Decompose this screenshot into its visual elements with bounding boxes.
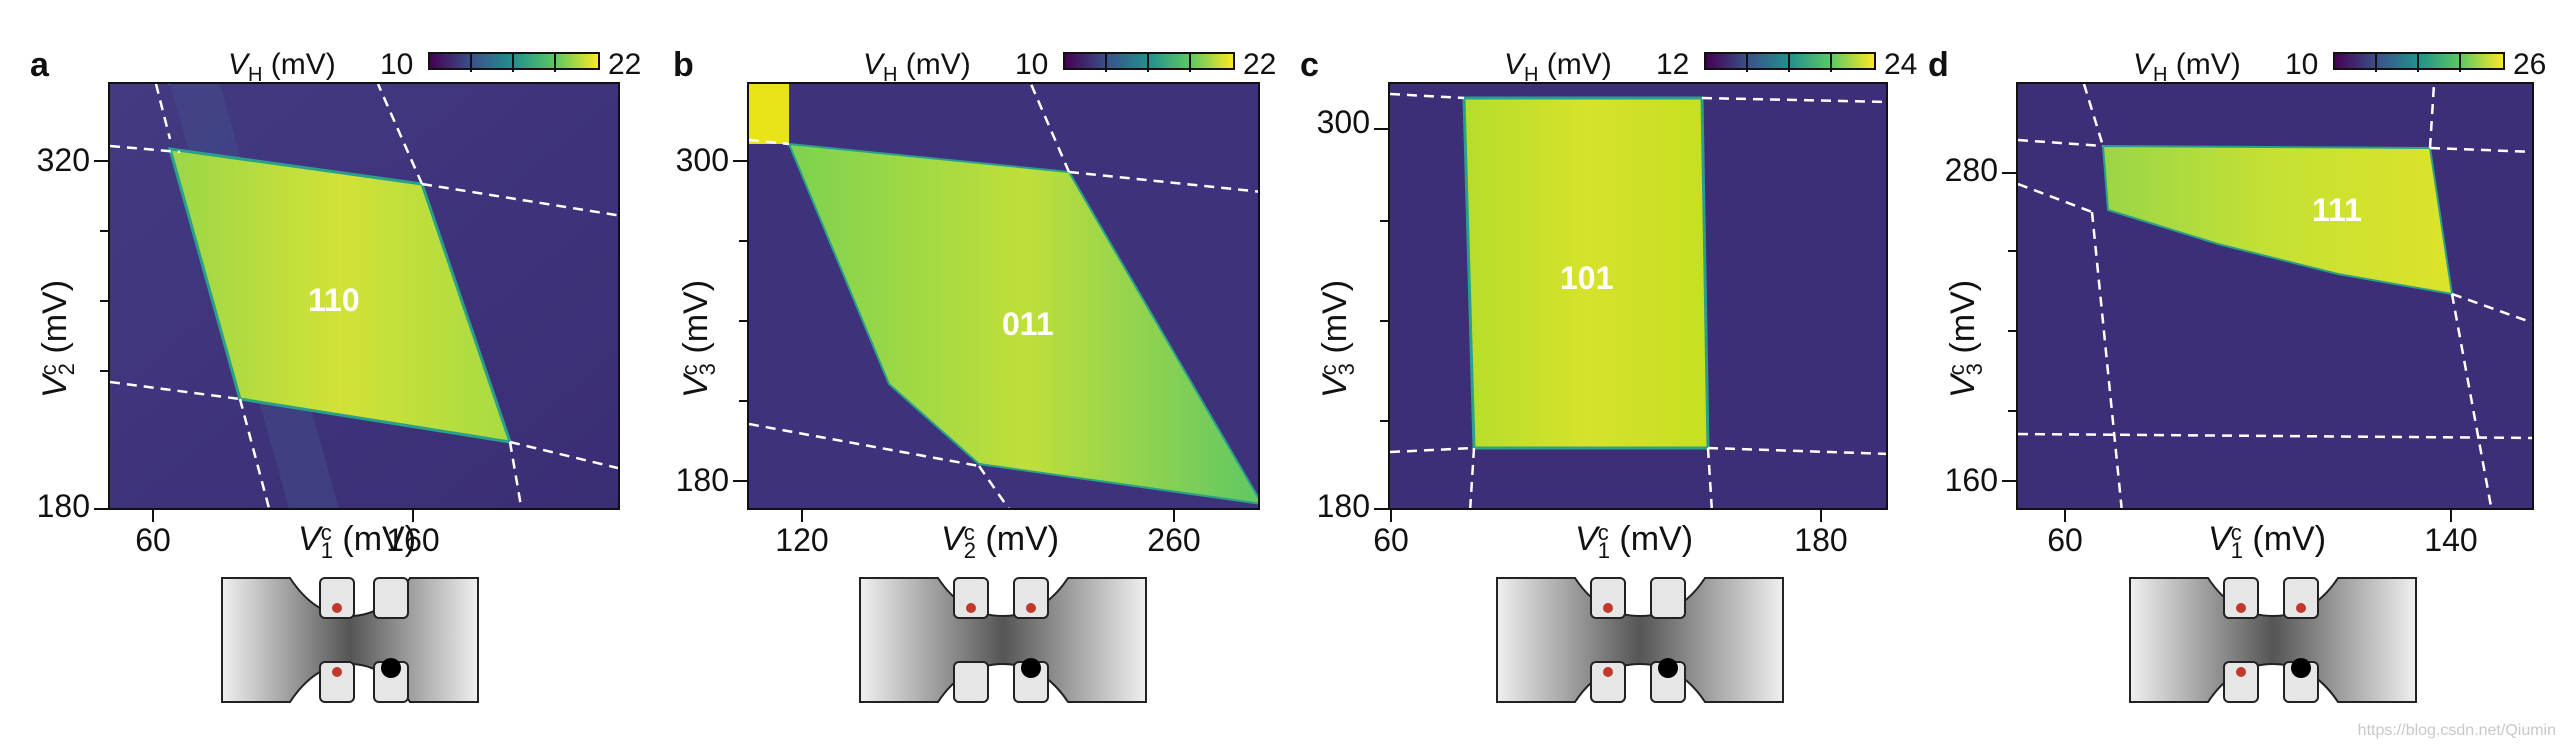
colorbar-min: 12: [1656, 48, 1690, 81]
colorbar-gradient: [1704, 52, 1876, 72]
y-tick-label: 180: [675, 462, 729, 498]
colorbar-min: 10: [380, 48, 414, 81]
watermark: https://blog.csdn.net/Qiumin: [2357, 722, 2556, 739]
corner-region: [749, 84, 789, 144]
colorbar-max: 24: [1884, 48, 1918, 81]
panel-letter: d: [1928, 46, 1949, 84]
x-tick-label: 60: [1373, 522, 1409, 558]
heatmap-plot: 111: [2016, 82, 2534, 510]
y-tick-label: 300: [1316, 104, 1370, 140]
panel-a: a VH (mV) 10 22: [30, 0, 641, 746]
colorbar-max: 26: [2513, 48, 2547, 81]
x-tick-label: 140: [2424, 522, 2478, 558]
colorbar-gradient: [1063, 52, 1235, 72]
region-label: 011: [1002, 306, 1054, 342]
device-schematic: [2129, 577, 2417, 703]
charge-region-011: [787, 142, 1258, 505]
panel-c: c VH (mV) 12 24 101 300 180: [1300, 0, 1917, 746]
x-tick-label: 120: [775, 522, 829, 558]
heatmap-plot: 011: [747, 82, 1260, 510]
heatmap-plot: 110: [108, 82, 620, 510]
colorbar-gradient: [428, 52, 600, 72]
panel-letter: c: [1300, 46, 1319, 84]
x-tick-label: 180: [1794, 522, 1848, 558]
colorbar-max: 22: [608, 48, 642, 81]
colorbar-max: 22: [1243, 48, 1277, 81]
panel-b: b VH (mV) 10 22 011 300: [673, 0, 1277, 746]
colorbar-label: VH (mV): [1504, 48, 1612, 86]
heatmap-plot: 101: [1388, 82, 1888, 510]
x-tick-label: 60: [2047, 522, 2083, 558]
region-label: 110: [308, 282, 360, 318]
x-tick-label: 160: [386, 522, 440, 558]
panel-d: d VH (mV) 10 26 111: [1928, 0, 2548, 746]
device-schematic: [1496, 577, 1784, 703]
y-tick-label: 180: [1316, 488, 1370, 524]
device-schematic: [221, 577, 479, 703]
x-tick-label: 260: [1147, 522, 1201, 558]
panel-letter: a: [30, 46, 49, 84]
device-schematic: [859, 577, 1147, 703]
colorbar-label: VH (mV): [2133, 48, 2241, 86]
y-tick-label: 320: [36, 142, 90, 178]
y-tick-label: 280: [1944, 152, 1998, 188]
colorbar-min: 10: [1015, 48, 1049, 81]
colorbar-min: 10: [2285, 48, 2319, 81]
panel-letter: b: [673, 46, 694, 84]
transition-lines: [110, 84, 618, 508]
colorbar-label: VH (mV): [863, 48, 971, 86]
y-tick-label: 300: [675, 142, 729, 178]
colorbar-label: VH (mV): [228, 48, 336, 86]
colorbar-gradient: [2333, 52, 2505, 72]
y-tick-label: 160: [1944, 462, 1998, 498]
x-tick-label: 60: [135, 522, 171, 558]
y-tick-label: 180: [36, 488, 90, 524]
region-label: 101: [1560, 260, 1614, 296]
region-label: 111: [2312, 192, 2362, 228]
